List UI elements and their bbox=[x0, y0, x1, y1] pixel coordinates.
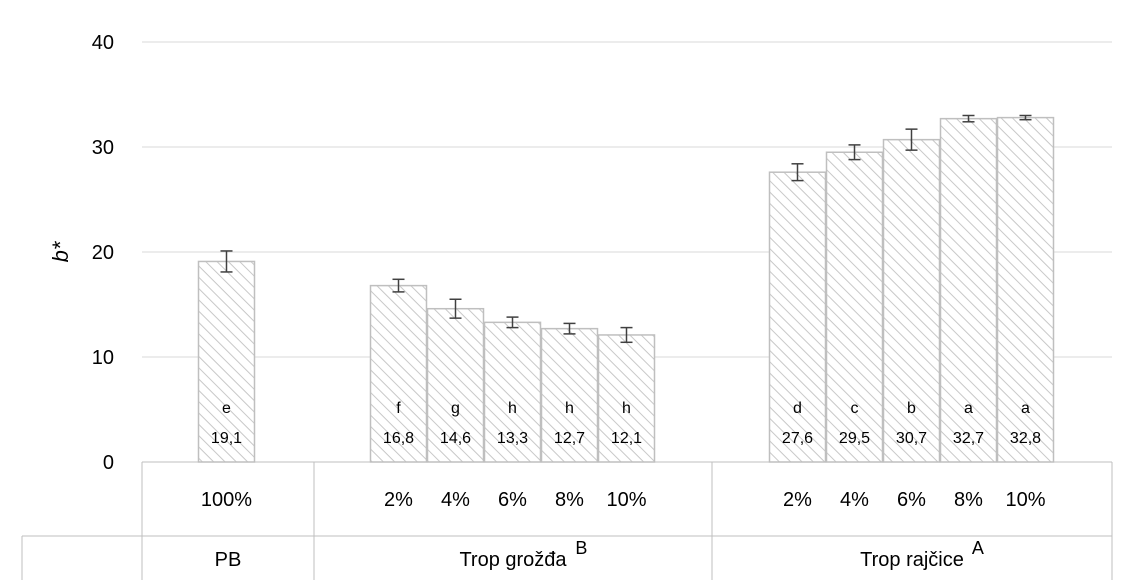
bar bbox=[768, 171, 827, 463]
bar-significance-letter: f bbox=[396, 400, 401, 417]
y-tick-label: 30 bbox=[92, 137, 114, 159]
bar bbox=[369, 284, 428, 463]
y-tick-label: 0 bbox=[103, 452, 114, 474]
bar-data-label: 32,8 bbox=[1010, 430, 1041, 447]
x-category-label: 6% bbox=[498, 489, 527, 511]
bar bbox=[540, 327, 599, 463]
x-category-label: 4% bbox=[840, 489, 869, 511]
bar-data-label: 32,7 bbox=[953, 430, 984, 447]
bar-data-label: 19,1 bbox=[211, 430, 242, 447]
x-category-label: 6% bbox=[897, 489, 926, 511]
x-category-label: 100% bbox=[201, 489, 252, 511]
bar-data-label: 30,7 bbox=[896, 430, 927, 447]
x-category-label: 8% bbox=[555, 489, 584, 511]
x-group-superscript: A bbox=[972, 538, 984, 558]
x-category-label: 10% bbox=[606, 489, 646, 511]
bar-data-label: 29,5 bbox=[839, 430, 870, 447]
y-tick-label: 10 bbox=[92, 347, 114, 369]
x-group-superscript: B bbox=[575, 538, 587, 558]
bar-significance-letter: g bbox=[451, 400, 460, 417]
bar-significance-letter: a bbox=[1021, 400, 1030, 417]
x-category-label: 4% bbox=[441, 489, 470, 511]
bar-significance-letter: b bbox=[907, 400, 916, 417]
bar bbox=[597, 334, 656, 463]
bar-data-label: 16,8 bbox=[383, 430, 414, 447]
y-axis-title: b* bbox=[48, 240, 73, 262]
bar-layer bbox=[197, 114, 1055, 463]
bar bbox=[197, 260, 256, 463]
x-category-label: 2% bbox=[384, 489, 413, 511]
bar-data-label: 12,1 bbox=[611, 430, 642, 447]
bar-data-label: 27,6 bbox=[782, 430, 813, 447]
bar-data-label: 13,3 bbox=[497, 430, 528, 447]
label-layer: 0 10 20 30 40 e 19,1 100% PB f 16,8 2% g 14,6 4% h 13,3 6… bbox=[92, 32, 1046, 571]
bar-significance-letter: h bbox=[565, 400, 574, 417]
bar-significance-letter: h bbox=[508, 400, 517, 417]
bar-data-label: 12,7 bbox=[554, 430, 585, 447]
x-category-label: 10% bbox=[1005, 489, 1045, 511]
x-group-label: Trop rajčice bbox=[860, 549, 964, 571]
bar bbox=[483, 321, 542, 463]
bar-data-label: 14,6 bbox=[440, 430, 471, 447]
bar bbox=[882, 138, 941, 463]
bar-significance-letter: c bbox=[851, 400, 859, 417]
bar bbox=[939, 117, 998, 463]
bar bbox=[996, 116, 1055, 463]
x-category-label: 2% bbox=[783, 489, 812, 511]
bar bbox=[426, 307, 485, 463]
x-category-label: 8% bbox=[954, 489, 983, 511]
x-group-label: PB bbox=[215, 549, 242, 571]
bar bbox=[825, 151, 884, 463]
x-group-label: Trop grožđa bbox=[459, 549, 567, 571]
y-tick-label: 40 bbox=[92, 32, 114, 54]
bar-significance-letter: e bbox=[222, 400, 231, 417]
bar-significance-letter: d bbox=[793, 400, 802, 417]
bar-significance-letter: h bbox=[622, 400, 631, 417]
bar-significance-letter: a bbox=[964, 400, 973, 417]
y-tick-label: 20 bbox=[92, 242, 114, 264]
